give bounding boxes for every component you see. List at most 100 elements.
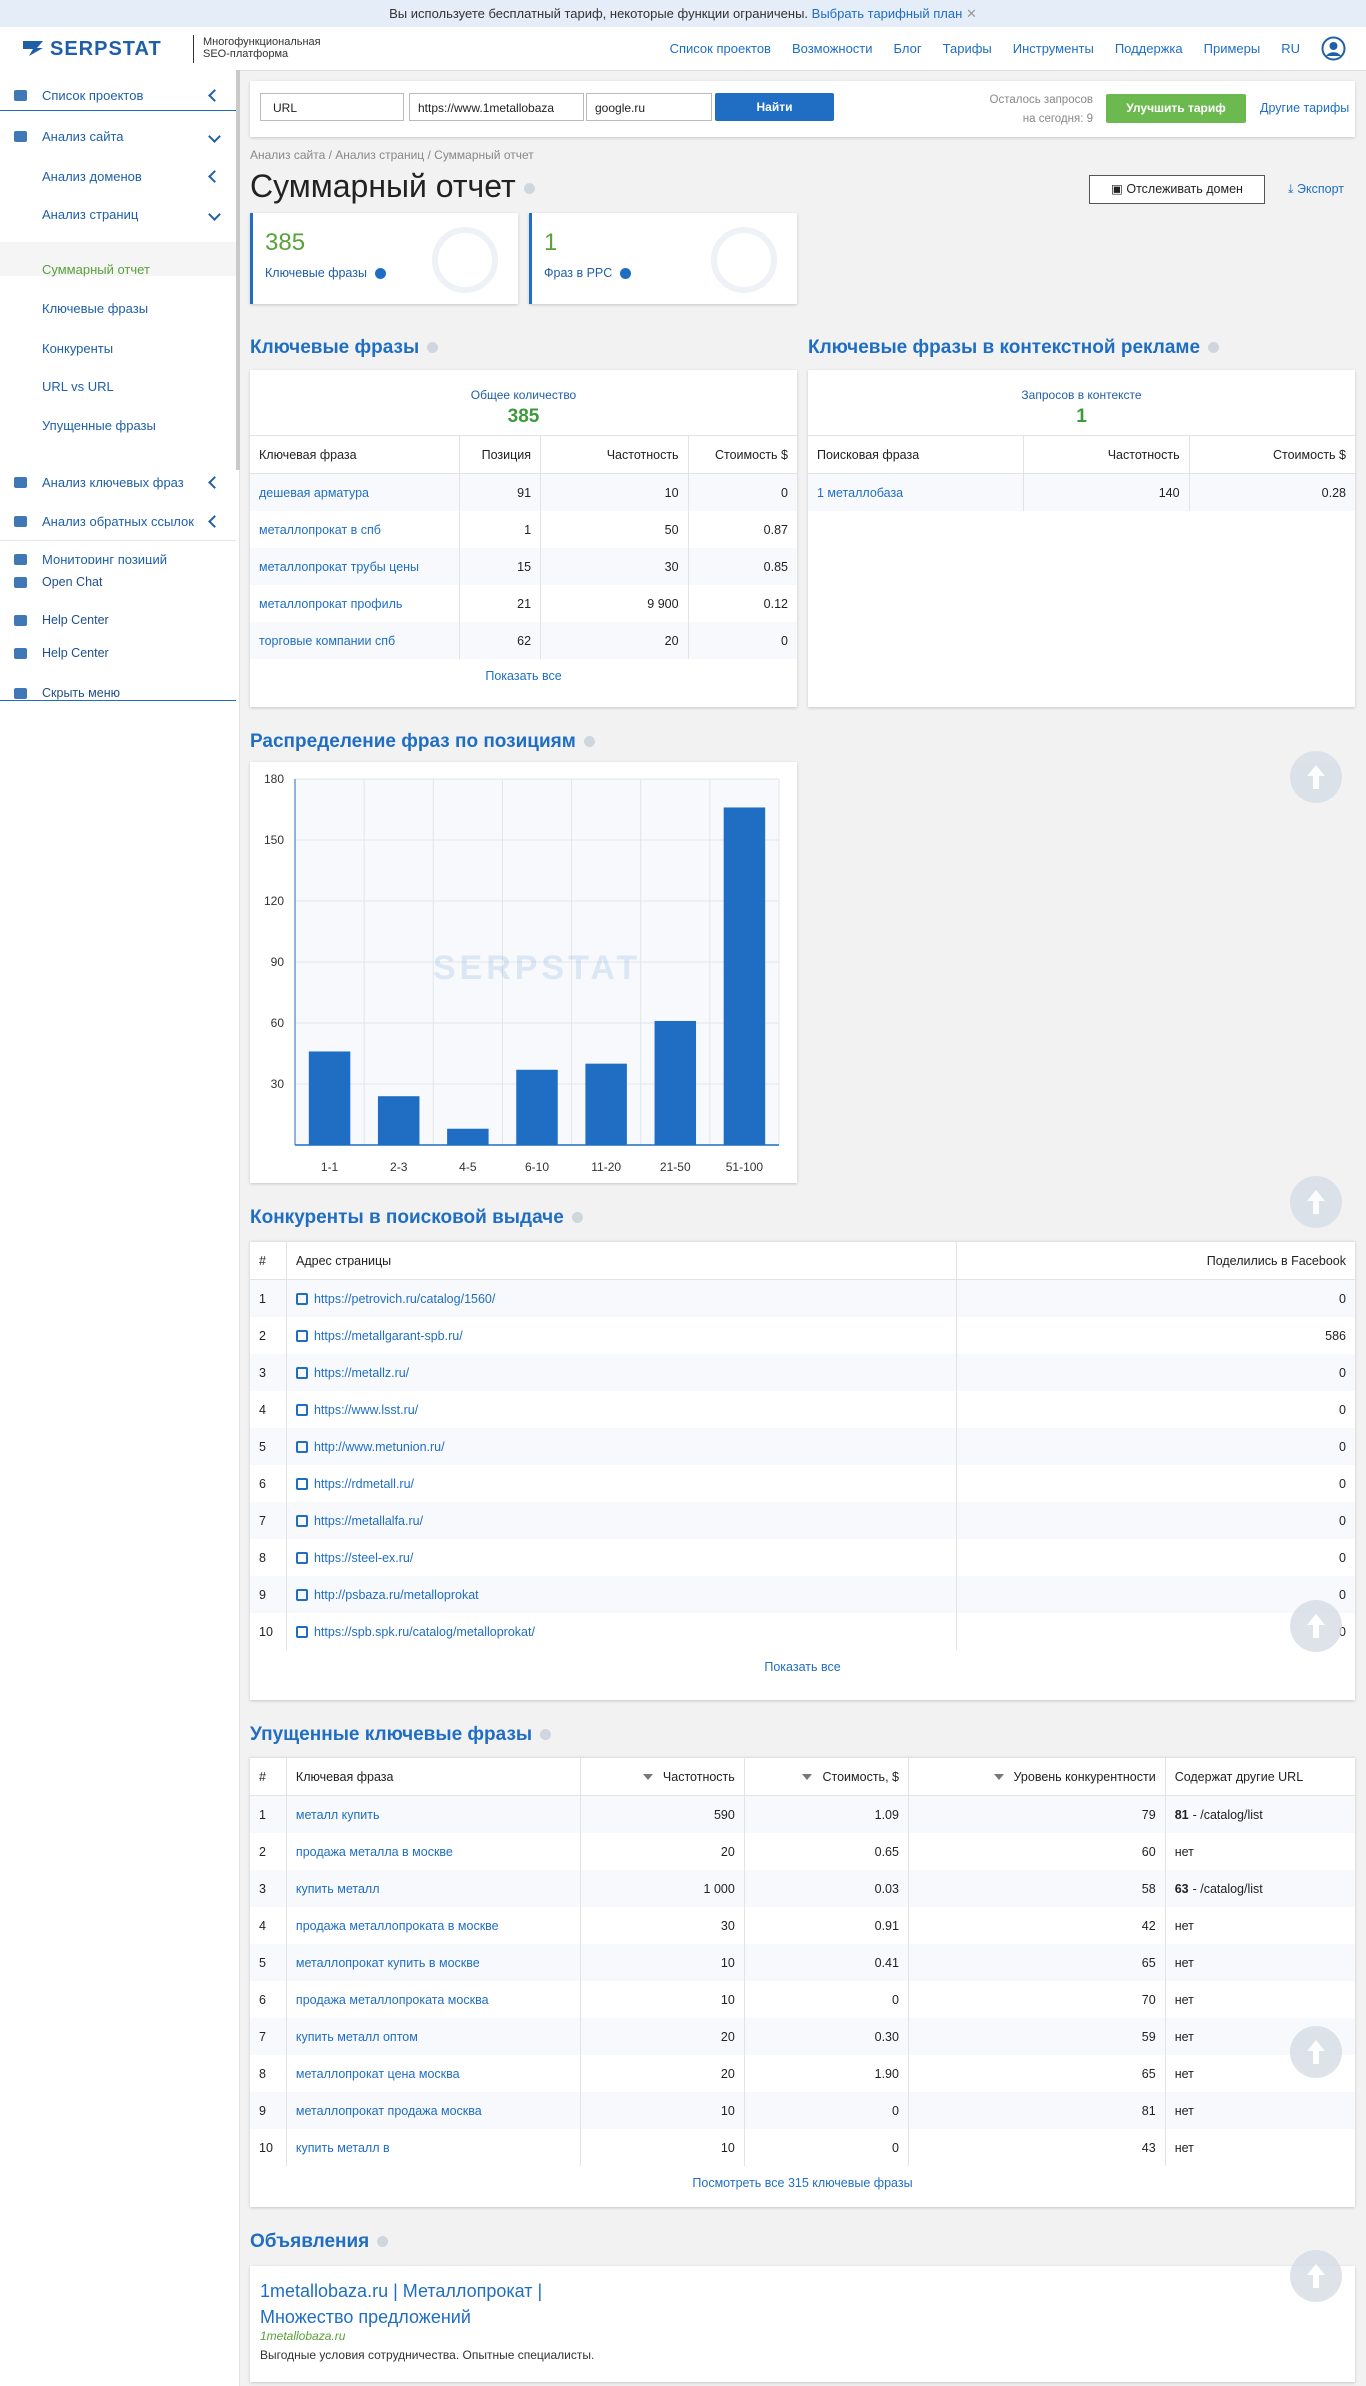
cell-text: нет: [1174, 2066, 1194, 2081]
table-link[interactable]: 1 металлобаза: [817, 485, 904, 500]
table-link[interactable]: металлопрокат трубы цены: [259, 559, 420, 574]
remaining-line: Осталось запросов: [989, 94, 1093, 106]
table-link[interactable]: https://metallz.ru/: [313, 1365, 410, 1380]
nav-link[interactable]: Инструменты: [1012, 41, 1094, 56]
track-button[interactable]: ▣ Отслеживать домен: [1089, 175, 1265, 204]
table-link[interactable]: металлопрокат цена москва: [295, 2066, 460, 2081]
menu-item[interactable]: Скрыть меню: [42, 686, 120, 700]
column-header-text: Стоимость $: [1272, 447, 1346, 462]
menu-item[interactable]: Мониторинг позиций: [42, 552, 168, 564]
page-title-text: Суммарный отчет: [250, 168, 516, 204]
scroll-up[interactable]: [1290, 1600, 1342, 1652]
show-all[interactable]: Показать все: [485, 669, 562, 683]
table-row: 9 металлопрокат продажа москва 10 0 81 нет: [250, 2092, 1355, 2129]
other-plans[interactable]: Другие тарифы: [1260, 101, 1350, 115]
menu-item[interactable]: Ключевые фразы: [42, 301, 149, 316]
menu-item[interactable]: Help Center: [42, 646, 109, 660]
table-link[interactable]: http://www.metunion.ru/: [313, 1439, 445, 1454]
table-cell: 0: [957, 1391, 1355, 1428]
table-link[interactable]: https://metallalfa.ru/: [313, 1513, 424, 1528]
menu-item[interactable]: Упущенные фразы: [42, 418, 156, 433]
tagline: Многофункциональная SEO-платформа: [203, 36, 321, 60]
table-link[interactable]: металлопрокат в спб: [259, 522, 381, 537]
export[interactable]: ⤓ Экспорт: [1288, 182, 1344, 196]
logo[interactable]: SERPSTAT: [50, 38, 162, 60]
banner-link[interactable]: Выбрать тарифный план: [811, 6, 963, 21]
sort-arrow: [642, 1774, 653, 1781]
table-link[interactable]: продажа металла в москве: [295, 1844, 453, 1859]
menu-item[interactable]: Суммарный отчет: [42, 262, 150, 277]
table-cell: торговые компании спб: [250, 622, 460, 659]
table-link[interactable]: https://metallgarant-spb.ru/: [313, 1328, 463, 1343]
table-link[interactable]: http://psbaza.ru/metalloprokat: [313, 1587, 479, 1602]
scroll-up[interactable]: [1290, 751, 1342, 803]
menu-item[interactable]: URL vs URL: [42, 379, 114, 394]
table-link[interactable]: https://www.lsst.ru/: [313, 1402, 419, 1417]
avatar[interactable]: [1321, 36, 1346, 61]
table-cell: металлопрокат в спб: [250, 511, 460, 548]
scroll-up[interactable]: [1290, 1176, 1342, 1228]
menu-item[interactable]: Анализ страниц: [42, 207, 139, 222]
table-cell: нет: [1165, 2129, 1355, 2166]
table-cell: https://metallalfa.ru/: [286, 1502, 958, 1539]
see-all[interactable]: Посмотреть все 315 ключевые фразы: [692, 2176, 913, 2190]
nav-link[interactable]: Блог: [893, 41, 922, 56]
table-cell: 0: [957, 1465, 1355, 1502]
table-link[interactable]: металл купить: [295, 1807, 380, 1822]
table-link[interactable]: купить металл: [295, 1881, 380, 1896]
search-engine[interactable]: google.ru: [586, 93, 712, 121]
table-header: # Адрес страницы Поделились в Facebook: [250, 1241, 1355, 1280]
menu-item[interactable]: Анализ доменов: [42, 169, 142, 184]
ad-headline-line[interactable]: 1metallobaza.ru | Металлопрокат |: [260, 2281, 543, 2301]
table-link[interactable]: https://rdmetall.ru/: [313, 1476, 415, 1491]
table-link[interactable]: металлопрокат продажа москва: [295, 2103, 482, 2118]
table-link[interactable]: торговые компании спб: [259, 633, 396, 648]
table-cell: нет: [1165, 1981, 1355, 2018]
menu-item[interactable]: Анализ сайта: [42, 129, 124, 144]
nav-link[interactable]: Примеры: [1203, 41, 1261, 56]
table-link[interactable]: металлопрокат купить в москве: [295, 1955, 480, 1970]
table-link[interactable]: купить металл оптом: [295, 2029, 418, 2044]
nav-link[interactable]: Тарифы: [942, 41, 992, 56]
upgrade-button[interactable]: Улучшить тариф: [1106, 94, 1246, 123]
menu-item[interactable]: Анализ ключевых фраз: [42, 475, 184, 490]
ad-headline-line[interactable]: Множество предложений: [260, 2307, 471, 2327]
table-cell: купить металл оптом: [286, 2018, 581, 2055]
table-link[interactable]: https://spb.spk.ru/catalog/metalloprokat…: [313, 1624, 535, 1639]
menu-item[interactable]: Анализ обратных ссылок: [42, 514, 194, 529]
menu-item[interactable]: Конкуренты: [42, 341, 114, 356]
table-link[interactable]: продажа металлопроката в москве: [295, 1918, 499, 1933]
search-url[interactable]: https://www.1metallobaza: [409, 93, 584, 121]
table-link[interactable]: продажа металлопроката москва: [295, 1992, 489, 2007]
stat-label-text: Ключевые фразы: [265, 266, 367, 280]
table-link[interactable]: металлопрокат профиль: [259, 596, 403, 611]
table-link[interactable]: дешевая арматура: [259, 485, 369, 500]
table-cell: 0.65: [744, 1833, 909, 1870]
menu-item[interactable]: Help Center: [42, 613, 109, 627]
menu-item[interactable]: Open Chat: [42, 575, 103, 589]
cell-text: 2: [259, 1328, 266, 1343]
table-cell: http://psbaza.ru/metalloprokat: [286, 1576, 958, 1613]
table-row: 5 металлопрокат купить в москве 10 0.41 65 не…: [250, 1944, 1355, 1981]
nav-link[interactable]: Поддержка: [1114, 41, 1183, 56]
table-link[interactable]: https://petrovich.ru/catalog/1560/: [313, 1291, 496, 1306]
table-link[interactable]: https://steel-ex.ru/: [313, 1550, 414, 1565]
search-type[interactable]: URL: [260, 93, 404, 121]
nav-link[interactable]: Возможности: [791, 41, 873, 56]
nav-link[interactable]: Список проектов: [669, 41, 771, 56]
scroll-up[interactable]: [1290, 2026, 1342, 2078]
stat-label: Фраз в PPC: [544, 266, 632, 280]
ad-headline[interactable]: 1metallobaza.ru | Металлопрокат | Множест…: [260, 2278, 542, 2330]
nav-link[interactable]: RU: [1281, 41, 1300, 56]
table-cell: 0.30: [744, 2018, 909, 2055]
section-title: Ключевые фразы в контекстной рекламе: [808, 337, 1220, 359]
search-button[interactable]: Найти: [715, 93, 834, 121]
menu-item[interactable]: Список проектов: [42, 88, 144, 103]
table-cell: металлопрокат трубы цены: [250, 548, 460, 585]
table-header: Поисковая фраза Частотность Стоимость $: [808, 435, 1355, 474]
table-link[interactable]: купить металл в: [295, 2140, 390, 2155]
table-cell: 0: [688, 622, 797, 659]
show-all[interactable]: Показать все: [764, 1660, 841, 1674]
scroll-up[interactable]: [1290, 2250, 1342, 2302]
cell-text: 5: [259, 1439, 266, 1454]
